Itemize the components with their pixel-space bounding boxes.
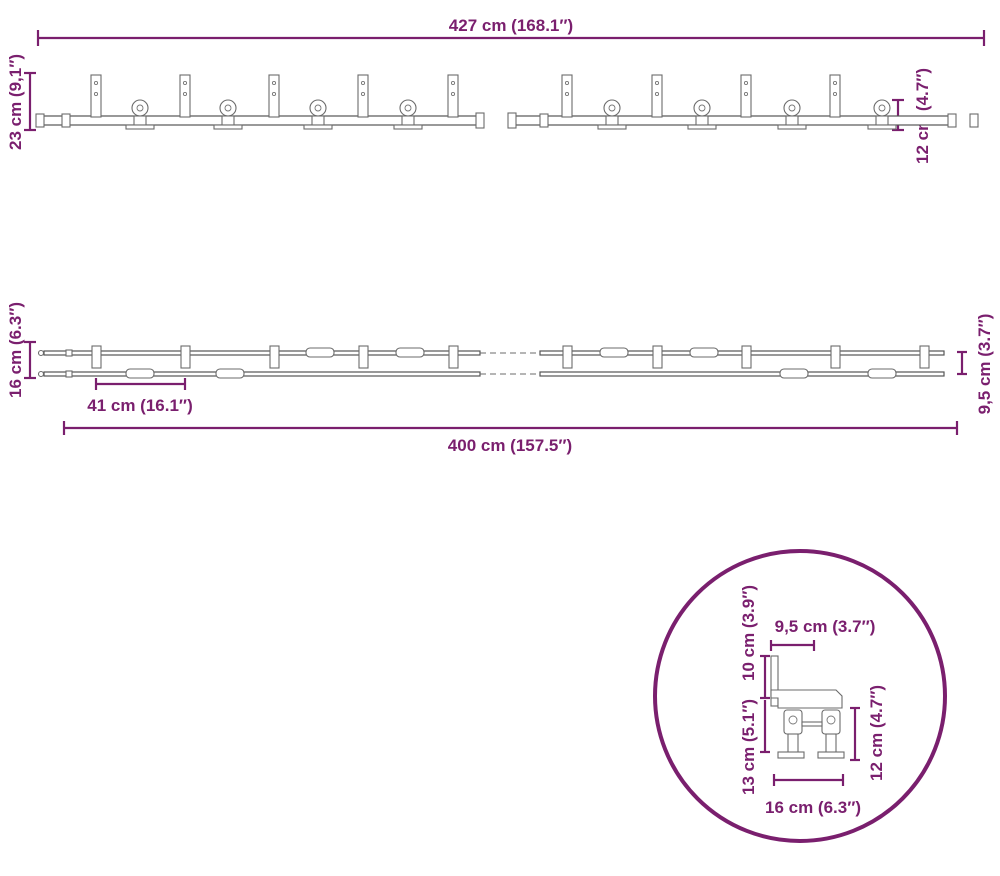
top-rollers [125,347,897,379]
hanger-spacing-label: 41 cm (16.1″) [87,396,192,415]
width-dimension: 16 cm (6.3″) [6,302,36,398]
detail-top-width-dimension: 9,5 cm (3.7″) [769,617,876,651]
front-rollers [125,99,897,130]
detail-wheel-height-label: 12 cm (4.7″) [867,685,886,781]
rail-gap-label: 9,5 cm (3.7″) [975,314,994,415]
detail-total-height-label: 13 cm (5.1″) [739,699,758,795]
width-label: 16 cm (6.3″) [6,302,25,398]
front-view: 427 cm (168.1″) 23 cm (9,1″) 12 cm (4.7″… [6,16,986,164]
height-label: 23 cm (9,1″) [6,54,25,150]
detail-upper-height-dimension: 10 cm (3.9″) [739,585,770,700]
detail-hardware-drawing [770,655,845,759]
hanger-spacing-dimension: 41 cm (16.1″) [87,378,193,415]
height-dimension: 23 cm (9,1″) [6,54,36,150]
rail-length-label: 400 cm (157.5″) [448,436,572,455]
overall-length-label: 427 cm (168.1″) [449,16,573,35]
top-brackets [91,345,930,369]
front-rail [35,112,979,129]
rail-length-dimension: 400 cm (157.5″) [62,421,959,455]
top-view: 16 cm (6.3″) 9,5 cm (3.7″) [6,302,994,455]
detail-top-width-label: 9,5 cm (3.7″) [775,617,876,636]
detail-view: 9,5 cm (3.7″) 10 cm (3.9″) 13 cm (5.1″) … [653,549,947,843]
front-wall-brackets [90,74,841,118]
rail-gap-dimension: 9,5 cm (3.7″) [957,314,994,415]
detail-total-height-dimension: 13 cm (5.1″) [739,699,770,795]
detail-wheel-height-dimension: 12 cm (4.7″) [850,685,886,781]
detail-bottom-width-label: 16 cm (6.3″) [765,798,861,817]
detail-upper-height-label: 10 cm (3.9″) [739,585,758,681]
detail-bottom-width-dimension: 16 cm (6.3″) [765,774,861,817]
overall-length-dimension: 427 cm (168.1″) [36,16,986,46]
